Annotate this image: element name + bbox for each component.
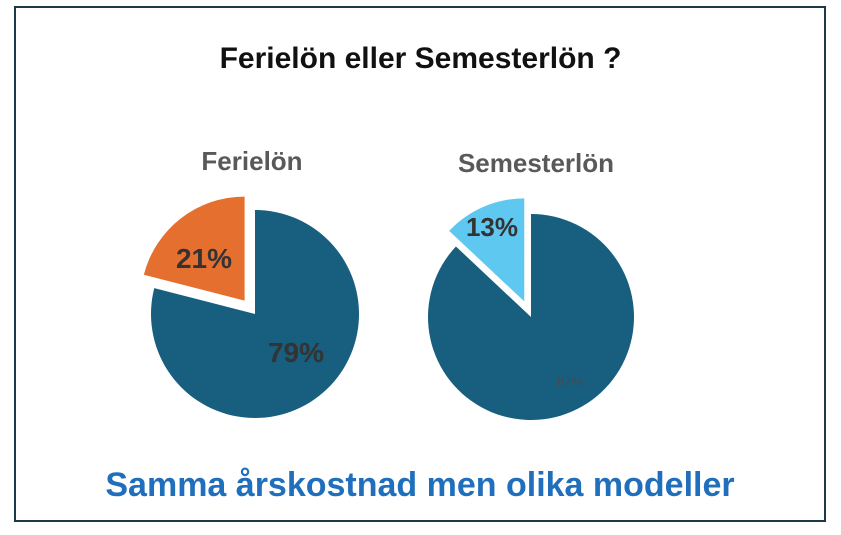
- pie-title-ferielon: Ferielön: [201, 146, 302, 176]
- pie-slice-semesterlon-13: [449, 198, 525, 302]
- figure-subtitle: Samma årskostnad men olika modeller: [105, 466, 735, 504]
- data-label-ferielon-79: 79%: [268, 337, 324, 368]
- figure-title: Ferielön eller Semesterlön ?: [219, 42, 622, 75]
- data-label-ferielon-21: 21%: [176, 243, 232, 274]
- pie-slice-semesterlon-87: [428, 214, 635, 420]
- pie-slice-ferielon-79: [151, 209, 360, 418]
- pie-slice-ferielon-21: [143, 196, 245, 301]
- data-label-semesterlon-87: 87%: [557, 374, 583, 389]
- data-label-semesterlon-13: 13%: [466, 212, 518, 242]
- pie-title-semesterlon: Semesterlön: [458, 148, 614, 178]
